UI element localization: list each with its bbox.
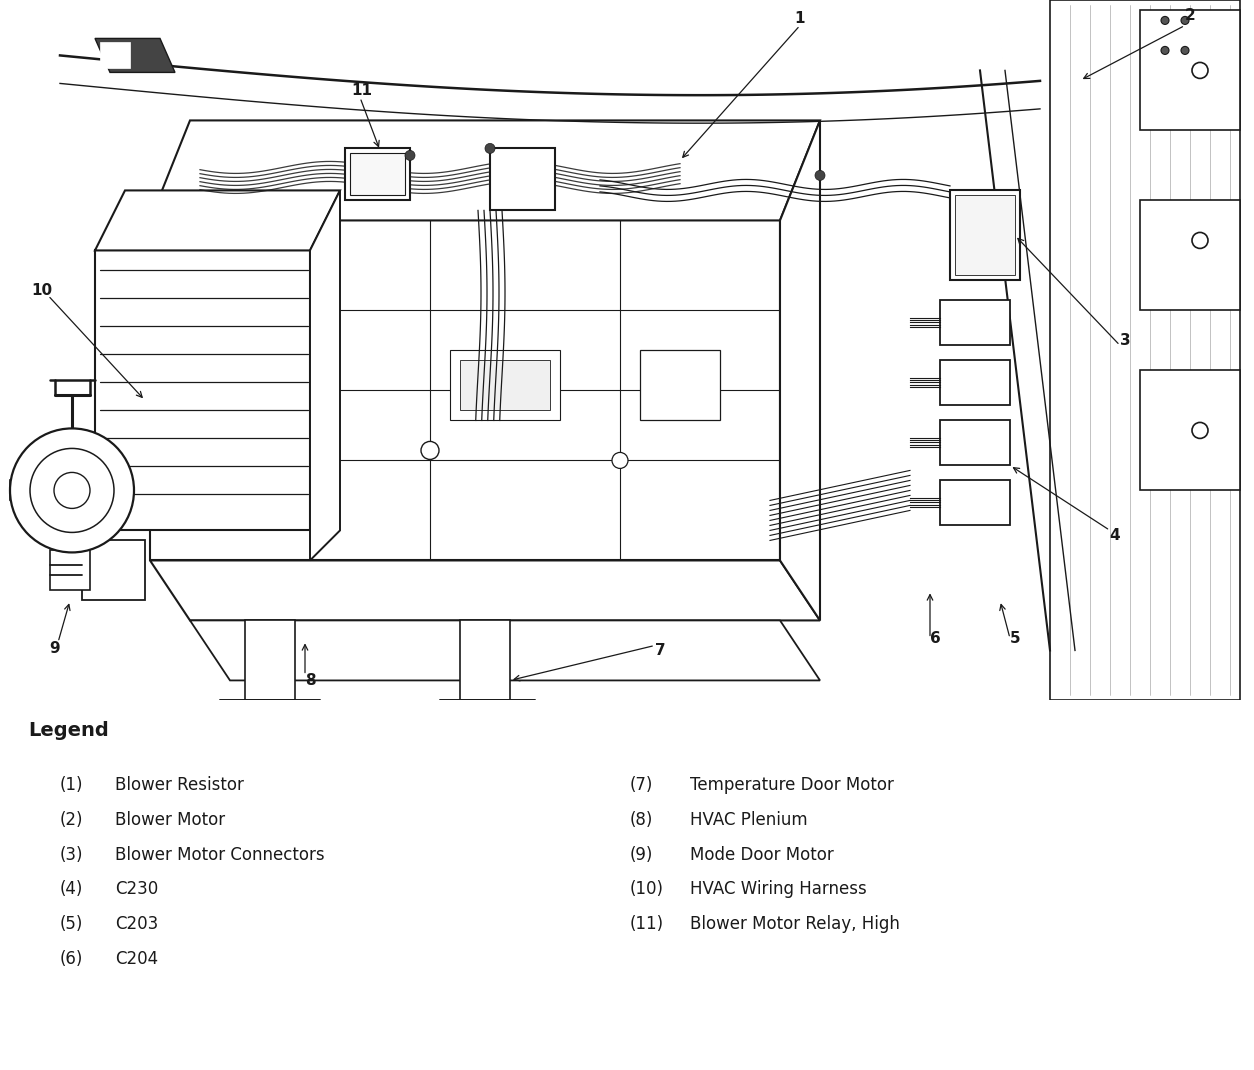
Text: C203: C203 bbox=[115, 915, 158, 933]
Circle shape bbox=[405, 151, 415, 160]
Text: (1): (1) bbox=[60, 776, 84, 794]
Text: 1: 1 bbox=[795, 11, 805, 26]
Polygon shape bbox=[780, 121, 820, 621]
Text: 2: 2 bbox=[1185, 7, 1195, 22]
Polygon shape bbox=[940, 361, 1009, 406]
Circle shape bbox=[1181, 46, 1189, 55]
Polygon shape bbox=[1140, 11, 1240, 131]
Circle shape bbox=[485, 143, 495, 153]
Circle shape bbox=[1193, 232, 1208, 248]
Circle shape bbox=[54, 473, 90, 508]
Polygon shape bbox=[82, 540, 145, 600]
Text: Blower Motor Relay, High: Blower Motor Relay, High bbox=[690, 915, 900, 933]
Polygon shape bbox=[50, 550, 90, 591]
Text: (9): (9) bbox=[630, 845, 653, 863]
Polygon shape bbox=[940, 421, 1009, 465]
Polygon shape bbox=[95, 39, 176, 73]
Polygon shape bbox=[951, 190, 1020, 280]
Text: 6: 6 bbox=[929, 631, 940, 646]
Polygon shape bbox=[100, 43, 130, 68]
Text: C204: C204 bbox=[115, 950, 158, 968]
Circle shape bbox=[1161, 46, 1169, 55]
Text: (3): (3) bbox=[60, 845, 84, 863]
Text: Temperature Door Motor: Temperature Door Motor bbox=[690, 776, 894, 794]
Text: C230: C230 bbox=[115, 881, 158, 899]
Polygon shape bbox=[310, 190, 340, 561]
Text: Mode Door Motor: Mode Door Motor bbox=[690, 845, 834, 863]
Circle shape bbox=[815, 170, 825, 181]
Text: Blower Motor Connectors: Blower Motor Connectors bbox=[115, 845, 325, 863]
Text: HVAC Plenium: HVAC Plenium bbox=[690, 811, 808, 828]
Polygon shape bbox=[350, 153, 405, 196]
Text: (5): (5) bbox=[60, 915, 83, 933]
Text: 3: 3 bbox=[1120, 333, 1130, 348]
Polygon shape bbox=[150, 121, 820, 220]
Circle shape bbox=[1193, 62, 1208, 78]
Circle shape bbox=[10, 428, 134, 552]
Polygon shape bbox=[640, 350, 720, 421]
Text: (8): (8) bbox=[630, 811, 653, 828]
Text: 4: 4 bbox=[1110, 528, 1120, 542]
Text: (10): (10) bbox=[630, 881, 665, 899]
Polygon shape bbox=[940, 480, 1009, 525]
Polygon shape bbox=[191, 621, 820, 681]
Polygon shape bbox=[940, 301, 1009, 346]
Polygon shape bbox=[150, 561, 820, 621]
Text: (6): (6) bbox=[60, 950, 83, 968]
Circle shape bbox=[421, 442, 439, 459]
Polygon shape bbox=[450, 350, 561, 421]
Text: 8: 8 bbox=[305, 673, 315, 688]
Circle shape bbox=[1193, 423, 1208, 439]
Text: 9: 9 bbox=[50, 641, 60, 656]
Polygon shape bbox=[956, 196, 1014, 275]
Text: 7: 7 bbox=[655, 643, 666, 658]
Text: Blower Motor: Blower Motor bbox=[115, 811, 226, 828]
Text: (7): (7) bbox=[630, 776, 653, 794]
Polygon shape bbox=[1140, 370, 1240, 490]
Polygon shape bbox=[150, 220, 780, 561]
Polygon shape bbox=[95, 190, 340, 250]
Polygon shape bbox=[460, 621, 510, 701]
Text: 11: 11 bbox=[351, 82, 372, 98]
Polygon shape bbox=[460, 361, 551, 411]
Circle shape bbox=[612, 453, 628, 469]
Polygon shape bbox=[10, 480, 30, 501]
Circle shape bbox=[30, 448, 114, 533]
Text: Legend: Legend bbox=[28, 721, 109, 739]
Text: (11): (11) bbox=[630, 915, 665, 933]
Polygon shape bbox=[490, 149, 556, 211]
Text: (4): (4) bbox=[60, 881, 83, 899]
Text: 10: 10 bbox=[31, 282, 53, 297]
Circle shape bbox=[1181, 16, 1189, 25]
Text: HVAC Wiring Harness: HVAC Wiring Harness bbox=[690, 881, 867, 899]
Text: Blower Resistor: Blower Resistor bbox=[115, 776, 243, 794]
Polygon shape bbox=[345, 149, 410, 200]
Polygon shape bbox=[95, 250, 310, 531]
Text: (2): (2) bbox=[60, 811, 84, 828]
Polygon shape bbox=[245, 621, 295, 701]
Polygon shape bbox=[1050, 0, 1240, 701]
Text: 5: 5 bbox=[1009, 631, 1021, 646]
Circle shape bbox=[1161, 16, 1169, 25]
Polygon shape bbox=[1140, 200, 1240, 310]
